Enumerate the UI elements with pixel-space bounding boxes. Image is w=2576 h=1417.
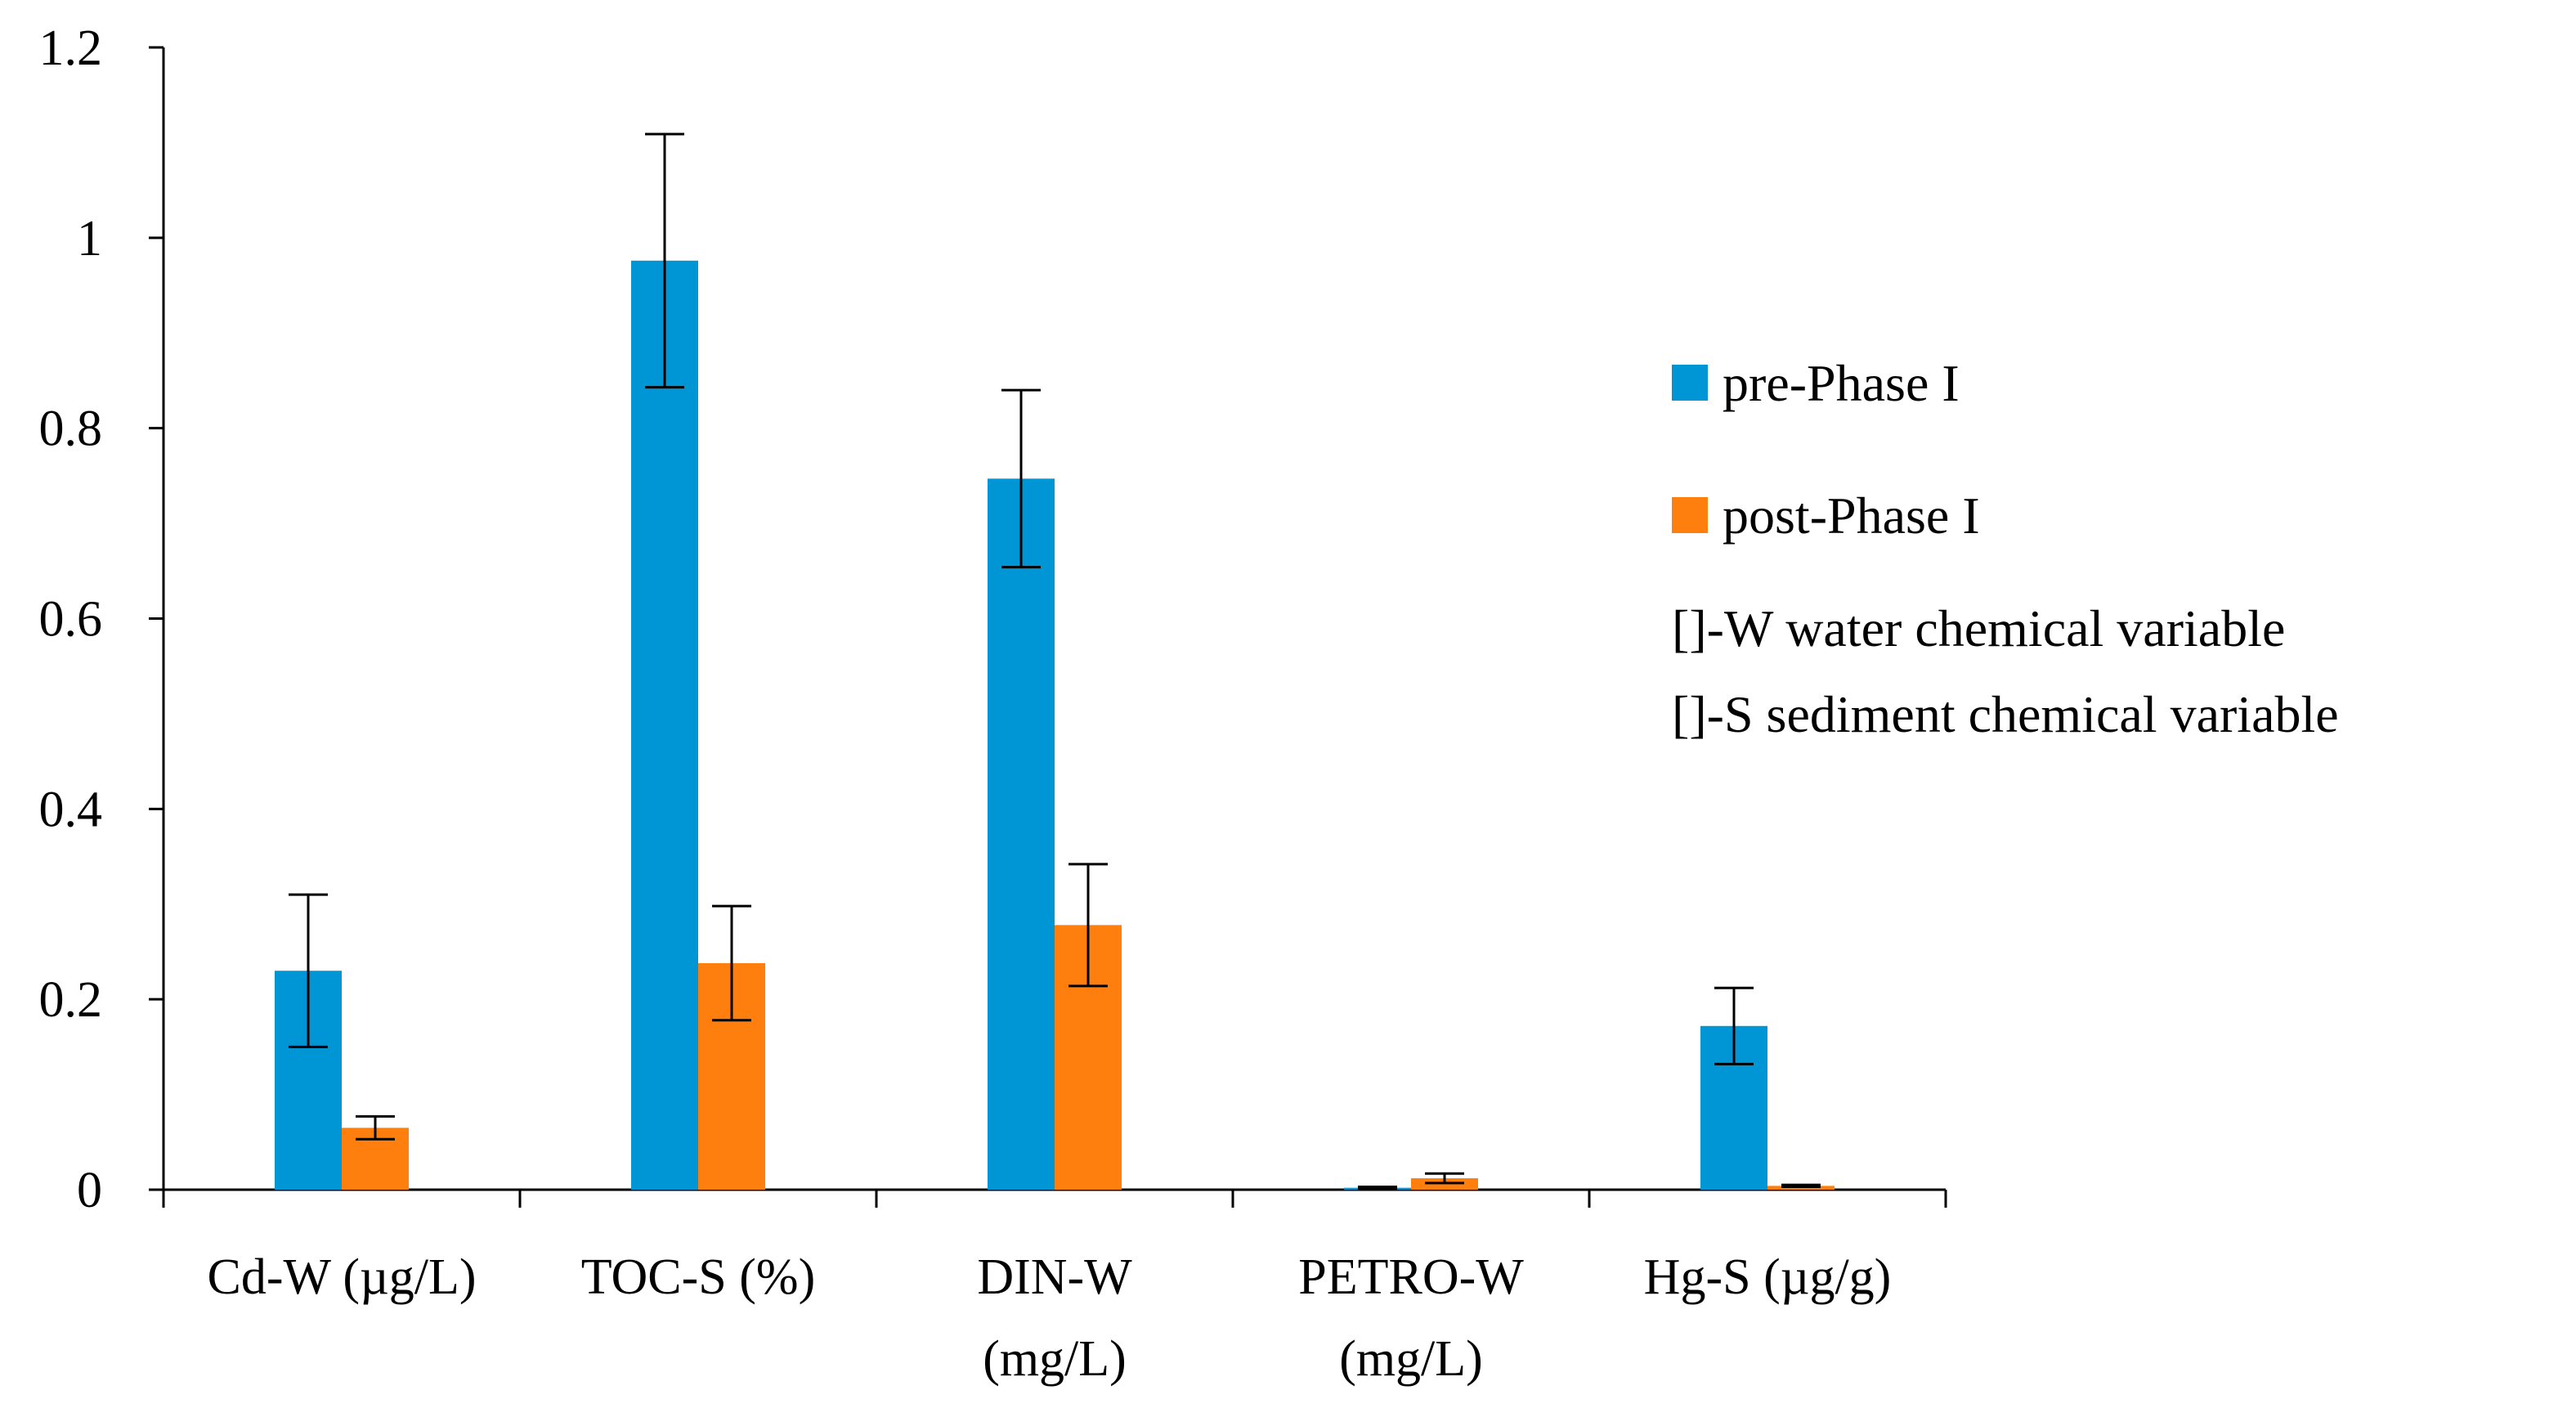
legend-swatch (1672, 365, 1708, 401)
legend-note: []-W water chemical variable (1672, 599, 2285, 657)
chart-legend: pre-Phase I post-Phase I []-W water chemic… (1672, 354, 2339, 743)
x-category-label: Cd-W (µg/L) (207, 1249, 476, 1305)
legend-label: pre-Phase I (1723, 354, 1960, 412)
x-category-label: (mg/L) (983, 1331, 1127, 1387)
x-category-label: DIN-W (977, 1249, 1132, 1305)
y-tick-label: 0.4 (39, 782, 103, 837)
y-tick-label: 1.2 (39, 20, 103, 76)
y-tick-label: 1 (77, 211, 102, 267)
legend-swatch (1672, 497, 1708, 533)
y-tick-label: 0.8 (39, 401, 103, 457)
y-tick-label: 0 (77, 1163, 102, 1218)
x-category-label: Hg-S (µg/g) (1644, 1249, 1892, 1305)
x-category-label: TOC-S (%) (581, 1249, 815, 1305)
bar (631, 260, 698, 1191)
chart-bars (275, 260, 1835, 1191)
bar (988, 478, 1055, 1190)
legend-label: post-Phase I (1723, 487, 1980, 545)
y-tick-label: 0.6 (39, 592, 103, 648)
x-category-label: PETRO-W (1298, 1249, 1524, 1305)
x-category-label: (mg/L) (1339, 1331, 1483, 1387)
chart-error-bars (289, 132, 1821, 1191)
y-tick-label: 0.2 (39, 972, 103, 1028)
chart-axes: 0 0.2 0.4 0.6 0.8 1 1.2 Cd-W (µg/L) TOC-S (%) DIN… (39, 20, 1947, 1387)
legend-note: []-S sediment chemical variable (1672, 685, 2339, 743)
